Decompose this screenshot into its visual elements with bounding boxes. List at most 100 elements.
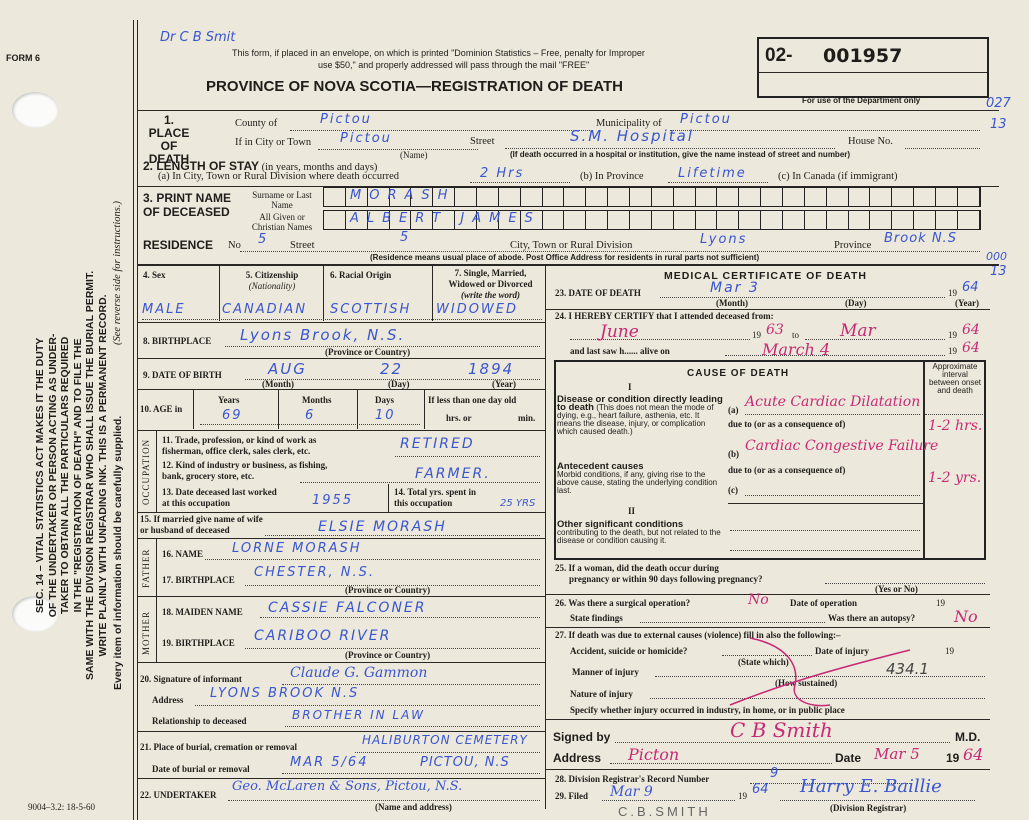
citizenship-label: 5. Citizenship [245, 270, 299, 280]
due-to: due to (or as a consequence of) [728, 465, 846, 475]
informant-sig-label: 20. Signature of informant [140, 674, 242, 684]
burial-location: PICTOU, N.S [420, 755, 510, 770]
signed-by-label: Signed by [553, 730, 611, 744]
disease-label: Disease or condition directly leading to… [557, 394, 723, 413]
marital-hint: (write the word) [460, 290, 520, 300]
burial-place: HALIBURTON CEMETERY [362, 733, 528, 747]
punch-hole [12, 596, 58, 632]
antecedent-hint: Morbid conditions, if any, giving rise t… [557, 470, 718, 495]
nineteen: 19 [936, 598, 945, 608]
how-hint: (How sustained) [775, 678, 838, 688]
res-street: 5 [400, 230, 411, 245]
mother-bp: CARIBOO RIVER [254, 628, 392, 644]
hospital-hint: (If death occurred in a hospital or inst… [510, 150, 851, 159]
address-label: Address [553, 751, 602, 765]
surname-label: Surname or Last Name [252, 190, 312, 210]
surgery-value: No [748, 592, 769, 608]
undertaker-label: 22. UNDERTAKER [140, 790, 217, 800]
name-stamp: C.B.SMITH [618, 804, 711, 819]
part-1: I [628, 382, 632, 392]
informant-addr-label: Address [152, 695, 184, 705]
years-label: Years [218, 395, 240, 405]
notice-line: SAME WITH THE DIVISION REGISTRAR WHO SHA… [84, 270, 96, 680]
total-label-2: this occupation [394, 498, 453, 508]
lessday-label: If less than one day old [428, 395, 517, 405]
form-label: FORM 6 [6, 53, 41, 63]
trade-label-2: fisherman, office clerk, sales clerk, et… [162, 446, 311, 456]
lastsaw-value: March 4 [762, 340, 831, 359]
residence-label: RESIDENCE [143, 238, 214, 252]
lastsaw-year: 64 [962, 340, 980, 356]
strike-mark [729, 637, 911, 707]
notice-line: TAKER TO OBTAIN ALL THE PARTICULARS REQU… [59, 336, 71, 615]
mother-name-label: 18. MAIDEN NAME [162, 607, 243, 617]
cause-title: CAUSE OF DEATH [687, 368, 790, 379]
notice-line: SEC. 14 – VITAL STATISTICS ACT MAKES IT … [34, 337, 46, 614]
informant-address: LYONS BROOK N.S [210, 686, 360, 701]
attended-to-year: 64 [962, 322, 980, 338]
supplied-note: Every item of information should be care… [112, 415, 124, 690]
street-label: Street [470, 136, 495, 147]
print-code: 9004–3.2: 18-5-60 [28, 802, 95, 812]
industry-label: 12. Kind of industry or business, as fis… [162, 460, 328, 470]
day-hint: (Day) [845, 298, 867, 308]
stay-a-value: 2 Hrs [480, 166, 525, 181]
surname-cells[interactable] [323, 187, 981, 207]
industry-value: FARMER. [415, 466, 491, 482]
part-2: II [628, 506, 636, 516]
trade-label: 11. Trade, profession, or kind of work a… [162, 435, 317, 445]
dob-year: 1894 [468, 360, 515, 378]
res-no: 5 [258, 232, 269, 247]
municipality-value: Pictou [680, 112, 732, 127]
race-value: SCOTTISH [330, 302, 412, 317]
reg-number: 001957 [823, 45, 903, 67]
hrs-label: hrs. or [446, 413, 472, 423]
res-city-label: City, Town or Rural Division [510, 240, 633, 251]
filed-date: Mar 9 [610, 784, 653, 800]
nineteen: 19 [948, 330, 957, 340]
given-cells[interactable] [323, 210, 981, 230]
nineteen: 19 [948, 346, 957, 356]
days-label: Days [375, 395, 395, 405]
lastworked-value: 1955 [312, 493, 354, 508]
name-hint: (Name) [400, 150, 428, 160]
mother-bp-label: 19. BIRTHPLACE [162, 638, 235, 648]
sex-value: MALE [142, 302, 186, 317]
race-label: 6. Racial Origin [330, 270, 392, 280]
citizenship-value: CANADIAN [222, 302, 308, 317]
notice-line: WRITE PLAINLY WITH UNFADING INK. THIS IS… [96, 294, 109, 657]
dept-only: For use of the Department only [802, 96, 921, 105]
lastworked-label: 13. Date deceased last worked [162, 487, 277, 497]
accident-label: Accident, suicide or homicide? [570, 646, 688, 656]
dod-value: Mar 3 [710, 280, 760, 296]
filed-year: 64 [752, 782, 769, 797]
attended-from: June [600, 322, 639, 342]
surgery-date-label: Date of operation [790, 598, 857, 608]
antecedent-label: Antecedent causes [557, 461, 644, 472]
birthplace-label: 8. BIRTHPLACE [143, 336, 212, 346]
cause-a-interval: 1-2 hrs. [928, 418, 983, 434]
street-value: S.M. Hospital [570, 127, 694, 145]
total-label: 14. Total yrs. spent in [394, 487, 477, 497]
house-label: House No. [848, 136, 893, 147]
dept-code: 13 [990, 264, 1007, 279]
county-value: Pictou [320, 112, 372, 127]
stay-label: 2. LENGTH OF STAY [143, 159, 260, 173]
injury-date-label: Date of injury [815, 646, 869, 656]
disease-hint: (This does not mean the mode of dying, e… [557, 403, 714, 436]
dept-code: 000 [986, 250, 1007, 263]
stay-a-label: (a) In City, Town or Rural Division wher… [158, 171, 399, 182]
attended-from-year: 63 [766, 322, 784, 338]
mail-notice-2: use $50," and properly addressed will pa… [318, 60, 590, 70]
name-label: 3. PRINT NAME OF DECEASED [143, 191, 232, 219]
given-value: ALBERT JAMES [350, 211, 541, 226]
province-hint: (Province or Country) [345, 650, 431, 660]
informant-signature: Claude G. Gammon [290, 665, 428, 681]
yesno-hint: (Yes or No) [875, 584, 918, 594]
cert-year: 64 [963, 745, 984, 764]
marital-label: 7. Single, Married, Widowed or Divorced [448, 268, 533, 289]
months-value: 6 [305, 408, 316, 423]
surgery-label: 26. Was there a surgical operation? [555, 598, 691, 608]
md-label: M.D. [955, 730, 981, 744]
occupation-label: OCCUPATION [141, 438, 151, 505]
